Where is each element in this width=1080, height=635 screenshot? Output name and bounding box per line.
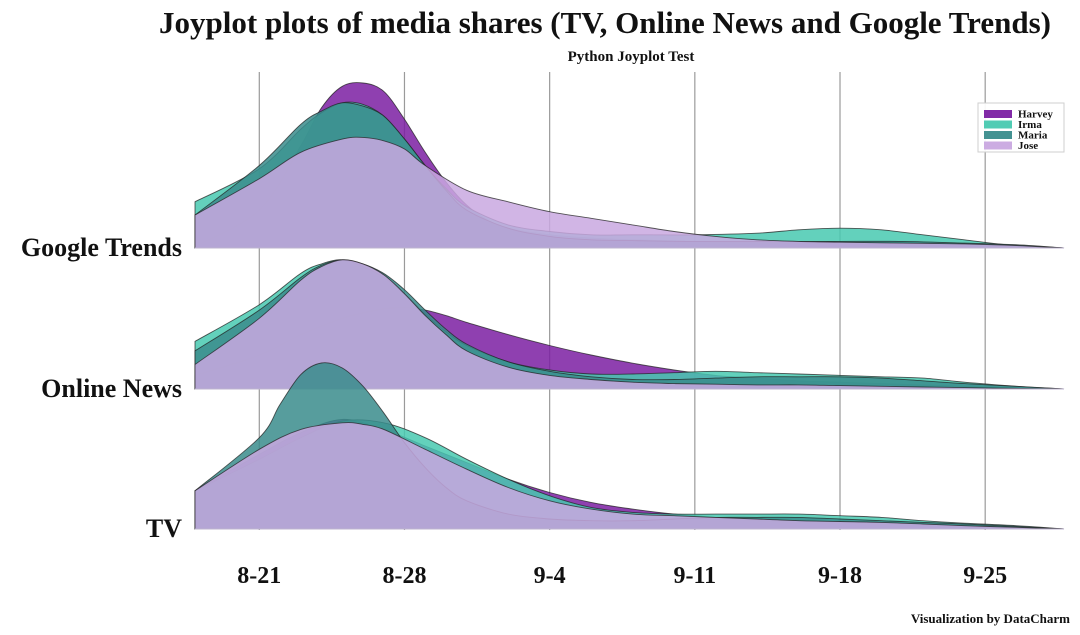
area-online-news-jose (194, 259, 1065, 390)
legend-swatch-maria (984, 131, 1012, 139)
legend-swatch-irma (984, 120, 1012, 129)
chart-title: Joyplot plots of media shares (TV, Onlin… (159, 5, 1051, 40)
legend-label-jose: Jose (1018, 140, 1038, 152)
area-google-trends-jose (194, 136, 1065, 249)
x-tick-9-4: 9-4 (534, 563, 566, 589)
visualization-credit: Visualization by DataCharm (911, 611, 1070, 626)
ridge-google-trends (194, 82, 1065, 249)
legend-swatch-jose (984, 141, 1012, 150)
x-axis-tick-labels: 8-21 8-28 9-4 9-11 9-18 9-25 (237, 563, 1007, 589)
x-tick-8-28: 8-28 (382, 563, 426, 589)
legend-label-harvey: Harvey (1018, 109, 1053, 121)
row-label-online-news: Online News (41, 374, 182, 403)
x-tick-9-18: 9-18 (818, 563, 862, 589)
row-labels: Google Trends Online News TV (21, 233, 182, 543)
row-label-tv: TV (146, 514, 182, 543)
chart-subtitle: Python Joyplot Test (568, 49, 695, 65)
legend-label-irma: Irma (1018, 119, 1042, 131)
x-tick-9-11: 9-11 (673, 563, 716, 589)
legend-swatch-harvey (984, 110, 1012, 118)
row-label-google-trends: Google Trends (21, 233, 182, 262)
legend-label-maria: Maria (1018, 130, 1048, 142)
x-tick-9-25: 9-25 (963, 563, 1007, 589)
x-tick-8-21: 8-21 (237, 563, 281, 589)
ridgelines (194, 82, 1065, 530)
ridge-online-news (194, 259, 1065, 390)
ridge-tv (194, 362, 1065, 530)
area-tv-jose (194, 422, 1065, 530)
